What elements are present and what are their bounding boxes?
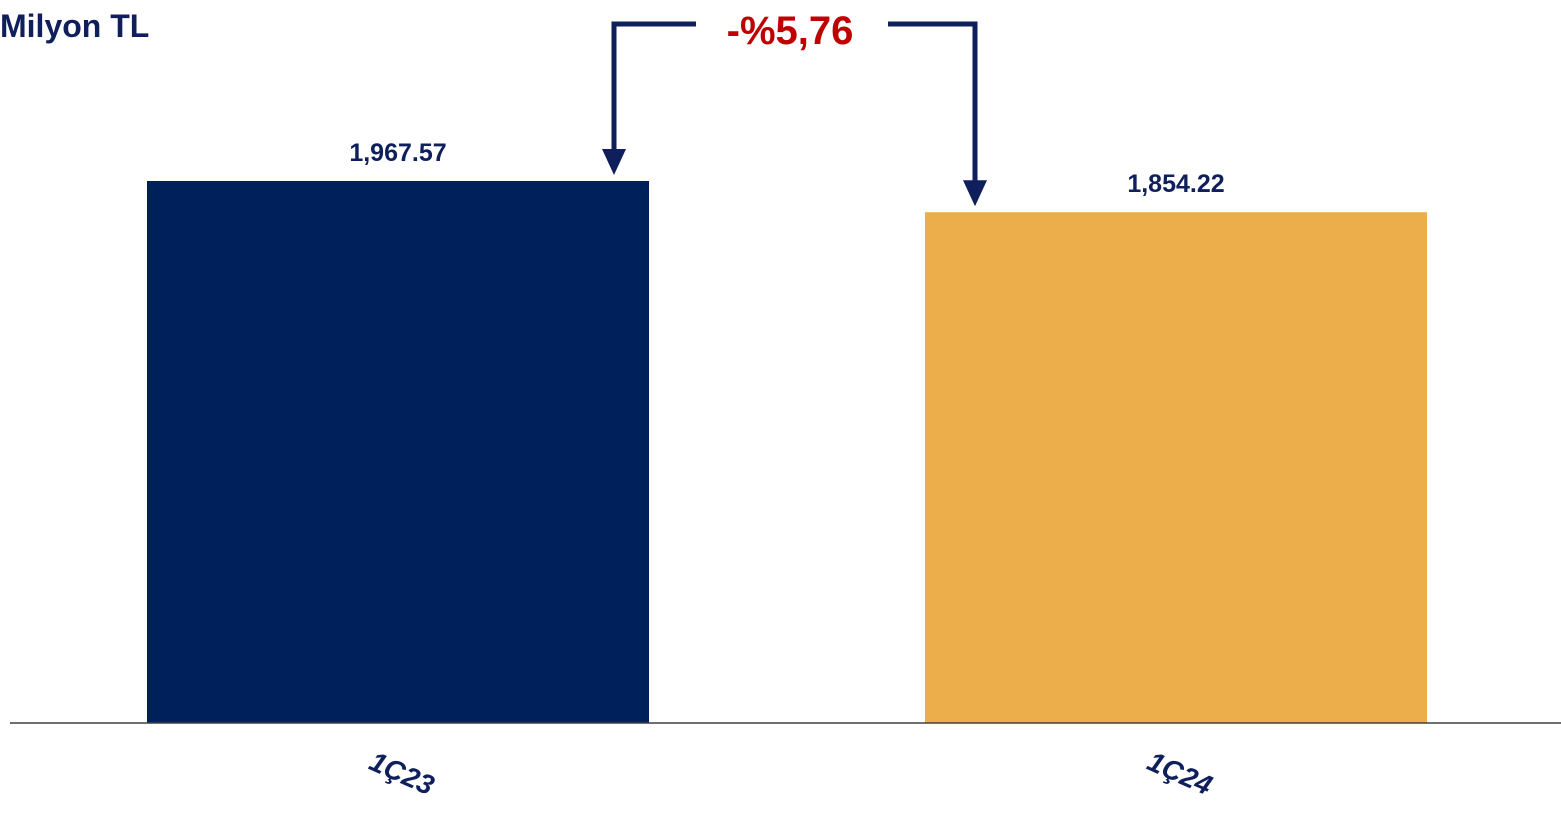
category-label-2: 1Ç24 [1143,746,1217,802]
bar-1 [147,181,649,723]
bar-2 [925,212,1427,723]
category-labels-group: 1Ç23 1Ç24 [365,746,1217,802]
arrowhead-left-icon [602,149,626,175]
value-label-1: 1,967.57 [349,139,446,167]
bracket-right-line [888,21,978,183]
bars-group [147,181,1427,723]
value-label-2: 1,854.22 [1127,170,1224,198]
change-annotation: -%5,76 [602,9,987,207]
category-label-1: 1Ç23 [365,746,439,802]
value-labels-group: 1,967.57 1,854.22 [349,139,1224,198]
bracket-left-line [611,21,696,151]
change-percent-label: -%5,76 [727,9,854,53]
unit-label: Milyon TL [0,8,149,44]
arrowhead-right-icon [963,180,987,207]
